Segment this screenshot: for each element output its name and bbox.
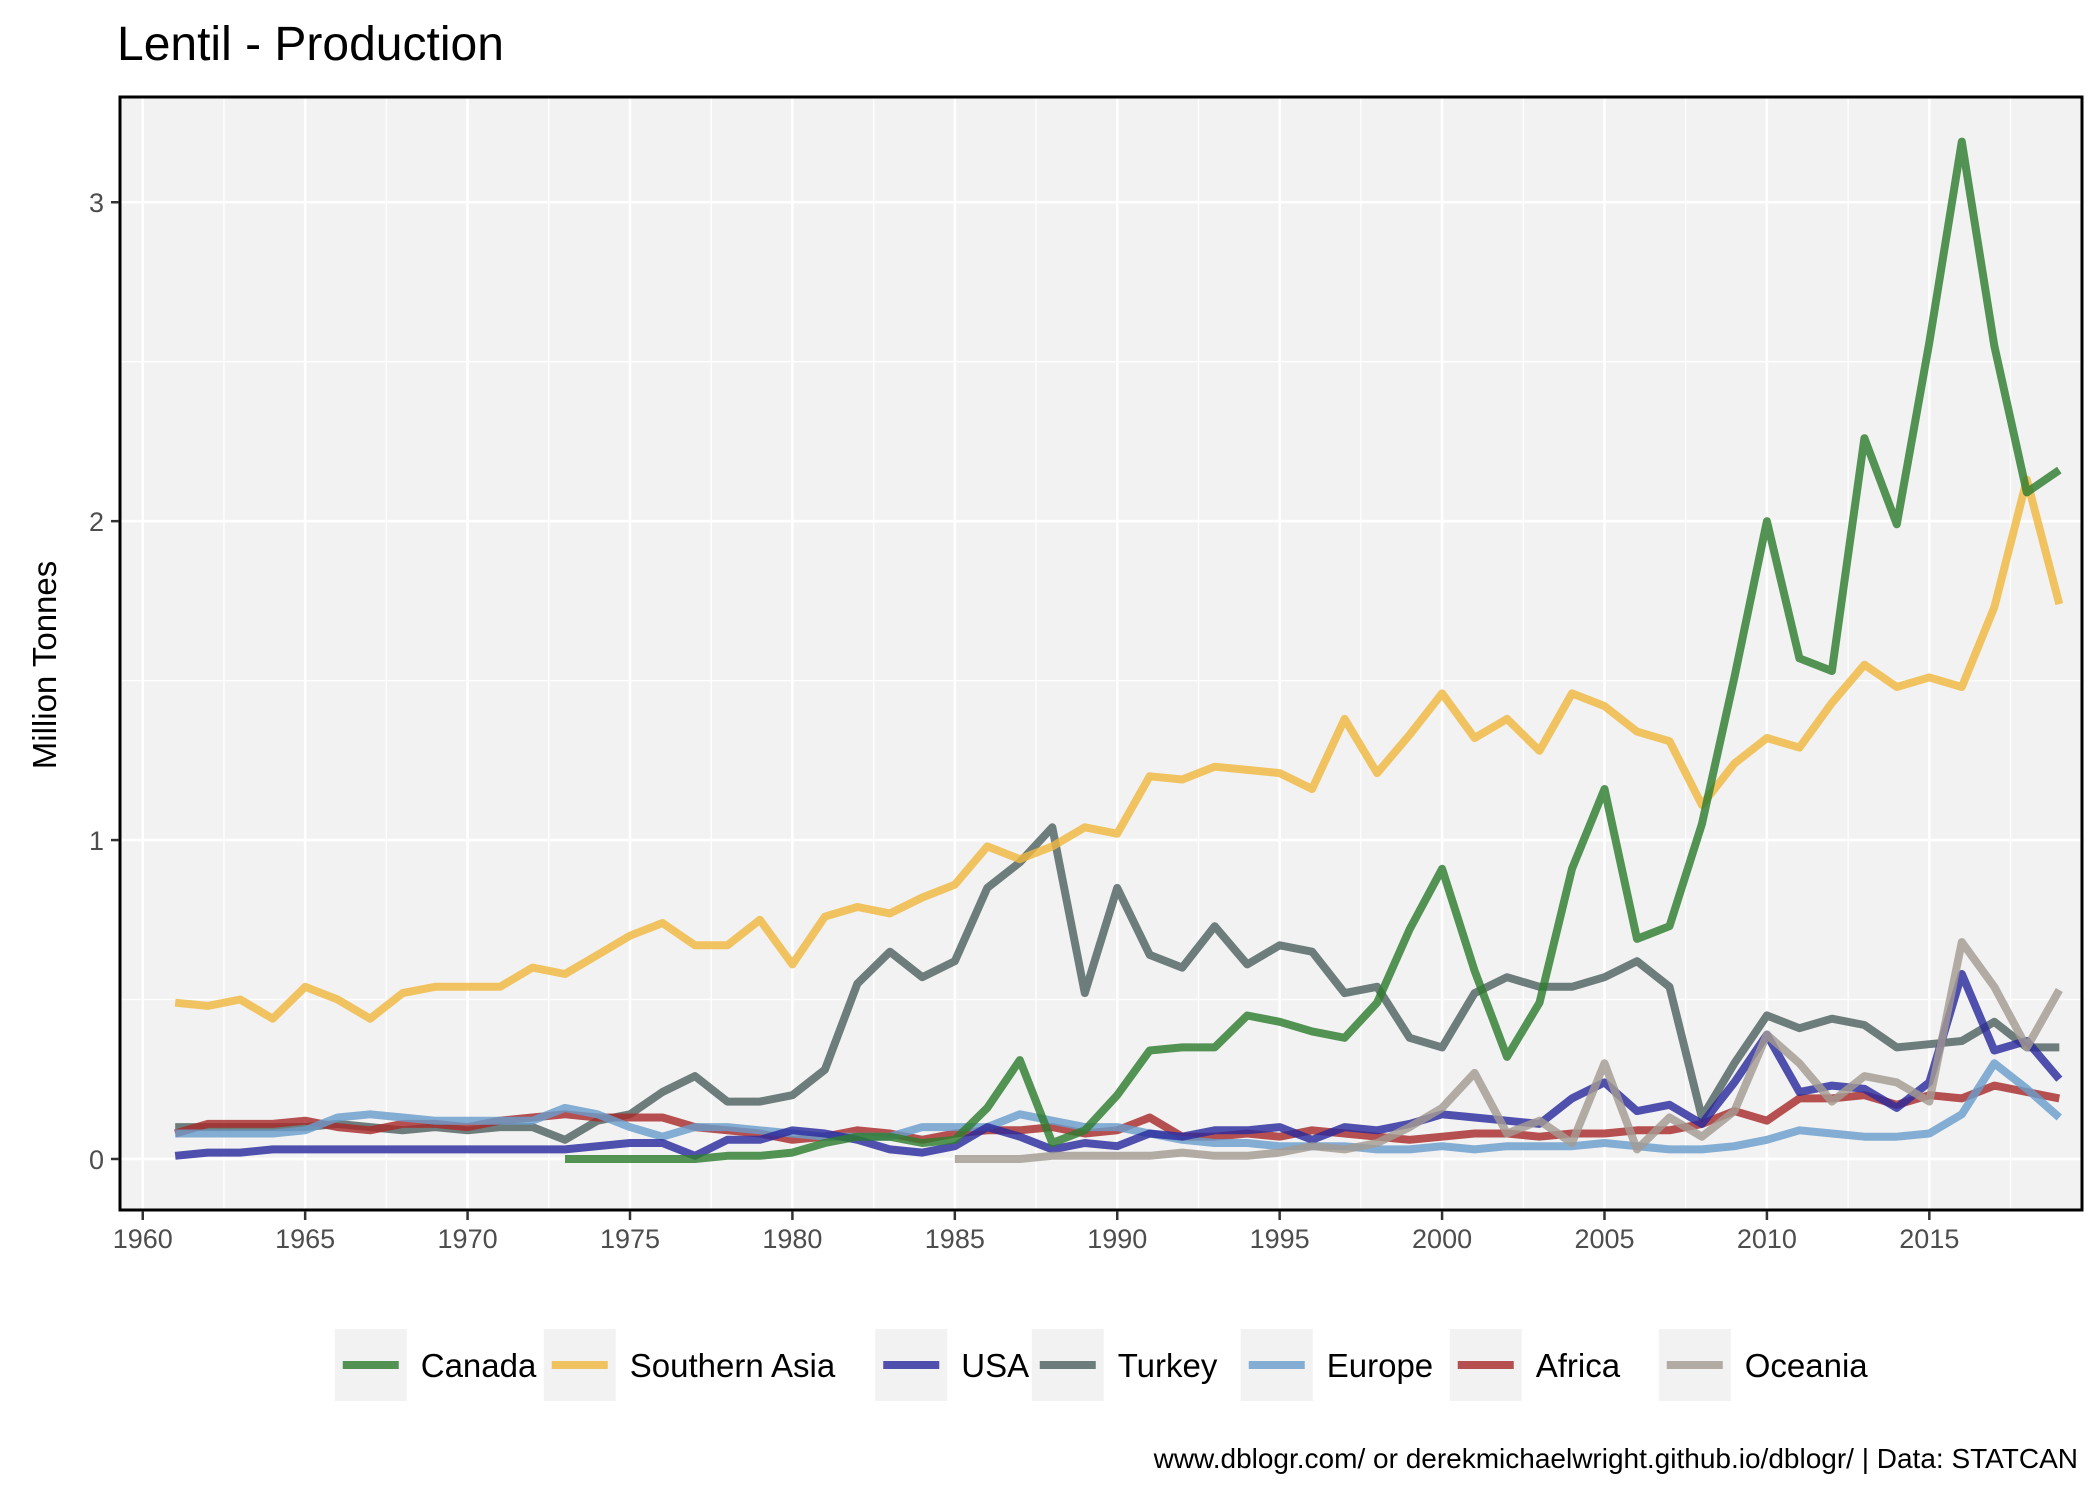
x-tick-label: 1960 <box>113 1224 173 1254</box>
axes: 1960 1965 1970 1975 1980 1985 1990 1995 2000 2005… <box>89 188 1959 1254</box>
x-tick-label: 1985 <box>925 1224 985 1254</box>
x-tick-label: 1980 <box>762 1224 822 1254</box>
y-tick-label: 3 <box>89 188 104 218</box>
series-lines <box>174 137 2064 1163</box>
series-line-europe <box>175 1059 2062 1154</box>
series-line-oceania <box>954 938 2063 1163</box>
legend-label-southern-asia: Southern Asia <box>630 1347 836 1384</box>
series-line-usa <box>174 970 2063 1160</box>
x-tick-label: 1975 <box>600 1224 660 1254</box>
x-tick-label: 1990 <box>1087 1224 1147 1254</box>
y-axis-title: Million Tonnes <box>26 561 63 770</box>
legend-label-oceania: Oceania <box>1745 1347 1869 1384</box>
legend-label-turkey: Turkey <box>1118 1347 1218 1384</box>
caption: www.dblogr.com/ or derekmichaelwright.gi… <box>1153 1443 2078 1474</box>
legend-label-canada: Canada <box>421 1347 537 1384</box>
x-tick-label: 1965 <box>275 1224 335 1254</box>
legend-label-europe: Europe <box>1327 1347 1433 1384</box>
y-tick-label: 2 <box>89 507 104 537</box>
x-tick-label: 2005 <box>1574 1224 1634 1254</box>
y-tick-label: 0 <box>89 1145 104 1175</box>
chart-title: Lentil - Production <box>117 18 504 71</box>
legend-label-africa: Africa <box>1536 1347 1621 1384</box>
series-line-turkey <box>175 823 2060 1144</box>
series-line-canada <box>565 137 2062 1163</box>
legend: Canada Southern Asia USA Turkey Europe Africa… <box>334 1329 1869 1401</box>
series-line-southern-asia <box>174 475 2064 1023</box>
plot-panel <box>120 97 2082 1210</box>
x-tick-label: 2015 <box>1899 1224 1959 1254</box>
x-tick-label: 1995 <box>1250 1224 1310 1254</box>
x-tick-label: 1970 <box>438 1224 498 1254</box>
plot-border <box>118 95 2084 1212</box>
x-tick-label: 2010 <box>1737 1224 1797 1254</box>
y-tick-label: 1 <box>89 826 104 856</box>
legend-label-usa: USA <box>961 1347 1029 1384</box>
x-tick-label: 2000 <box>1412 1224 1472 1254</box>
